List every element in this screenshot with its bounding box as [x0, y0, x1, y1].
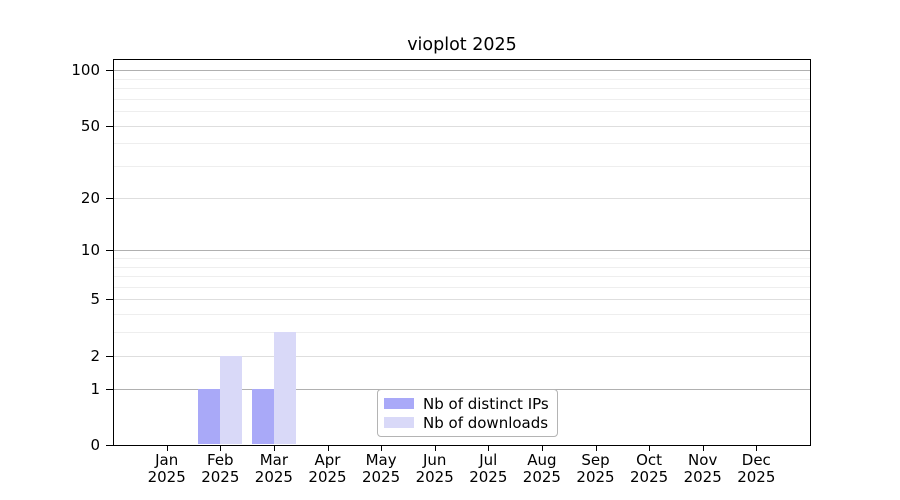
x-tick-dec-2025 [756, 446, 758, 451]
gridline-2 [114, 355, 810, 357]
y-tick-0 [106, 445, 113, 446]
x-tick-jan-2025 [166, 446, 168, 451]
y-tick-20 [106, 198, 113, 199]
legend: Nb of distinct IPs Nb of downloads [377, 389, 558, 437]
x-tick-label-may-2025: May 2025 [362, 451, 401, 486]
x-tick-nov-2025 [702, 446, 704, 451]
x-tick-mar-2025 [273, 446, 275, 451]
y-tick-2 [106, 356, 113, 357]
y-tick-label-1: 1 [90, 380, 100, 398]
gridline-100 [114, 70, 810, 71]
bar-nb-of-downloads-mar-2025 [273, 332, 296, 444]
plot-area: Nb of distinct IPs Nb of downloads [113, 59, 811, 446]
legend-item-nb-of-downloads: Nb of downloads [384, 413, 549, 432]
y-tick-100 [106, 70, 113, 71]
gridline-80 [114, 87, 810, 89]
x-tick-apr-2025 [327, 446, 329, 451]
x-tick-label-feb-2025: Feb 2025 [201, 451, 240, 486]
y-tick-50 [106, 126, 113, 127]
x-tick-label-apr-2025: Apr 2025 [308, 451, 347, 486]
x-tick-label-jul-2025: Jul 2025 [469, 451, 508, 486]
gridline-9 [114, 257, 810, 259]
legend-swatch-downloads-icon [384, 417, 414, 428]
y-tick-10 [106, 250, 113, 251]
x-tick-label-jan-2025: Jan 2025 [147, 451, 186, 486]
x-tick-jul-2025 [488, 446, 490, 451]
y-tick-label-50: 50 [80, 117, 100, 135]
gridline-50 [114, 125, 810, 127]
y-tick-label-0: 0 [90, 436, 100, 454]
gridline-7 [114, 276, 810, 277]
gridline-60 [114, 111, 810, 112]
x-tick-oct-2025 [649, 446, 651, 451]
gridline-20 [114, 197, 810, 199]
y-tick-label-100: 100 [71, 61, 100, 79]
legend-swatch-distinct-ips-icon [384, 398, 414, 409]
x-tick-label-jun-2025: Jun 2025 [415, 451, 454, 486]
gridline-4 [114, 314, 810, 316]
x-tick-label-dec-2025: Dec 2025 [737, 451, 776, 486]
x-tick-label-aug-2025: Aug 2025 [522, 451, 561, 486]
y-tick-label-5: 5 [90, 290, 100, 308]
gridline-8 [114, 266, 810, 268]
x-tick-jun-2025 [434, 446, 436, 451]
gridline-40 [114, 143, 810, 145]
bar-nb-of-downloads-feb-2025 [220, 355, 243, 444]
bar-nb-of-distinct-ips-feb-2025 [198, 388, 221, 444]
y-tick-1 [106, 389, 113, 390]
gridline-6 [114, 286, 810, 288]
y-tick-label-2: 2 [90, 347, 100, 365]
gridline-90 [114, 78, 810, 80]
x-tick-may-2025 [381, 446, 383, 451]
gridline-3 [114, 332, 810, 334]
legend-item-nb-of-distinct-ips: Nb of distinct IPs [384, 394, 549, 413]
legend-label-distinct-ips: Nb of distinct IPs [423, 394, 549, 413]
x-tick-label-oct-2025: Oct 2025 [630, 451, 669, 486]
x-tick-aug-2025 [541, 446, 543, 451]
bar-layer [114, 60, 810, 445]
legend-label-downloads: Nb of downloads [423, 413, 549, 432]
gridline-10 [114, 250, 810, 252]
y-tick-label-10: 10 [80, 241, 100, 259]
x-tick-label-nov-2025: Nov 2025 [683, 451, 722, 486]
gridline-70 [114, 98, 810, 100]
bar-nb-of-distinct-ips-mar-2025 [251, 388, 274, 444]
chart-title: vioplot 2025 [407, 35, 517, 55]
x-tick-feb-2025 [220, 446, 222, 451]
x-tick-label-sep-2025: Sep 2025 [576, 451, 615, 486]
y-tick-5 [106, 299, 113, 300]
y-tick-label-20: 20 [80, 189, 100, 207]
x-tick-label-mar-2025: Mar 2025 [254, 451, 293, 486]
gridline-5 [114, 299, 810, 301]
x-tick-sep-2025 [595, 446, 597, 451]
gridline-30 [114, 166, 810, 167]
